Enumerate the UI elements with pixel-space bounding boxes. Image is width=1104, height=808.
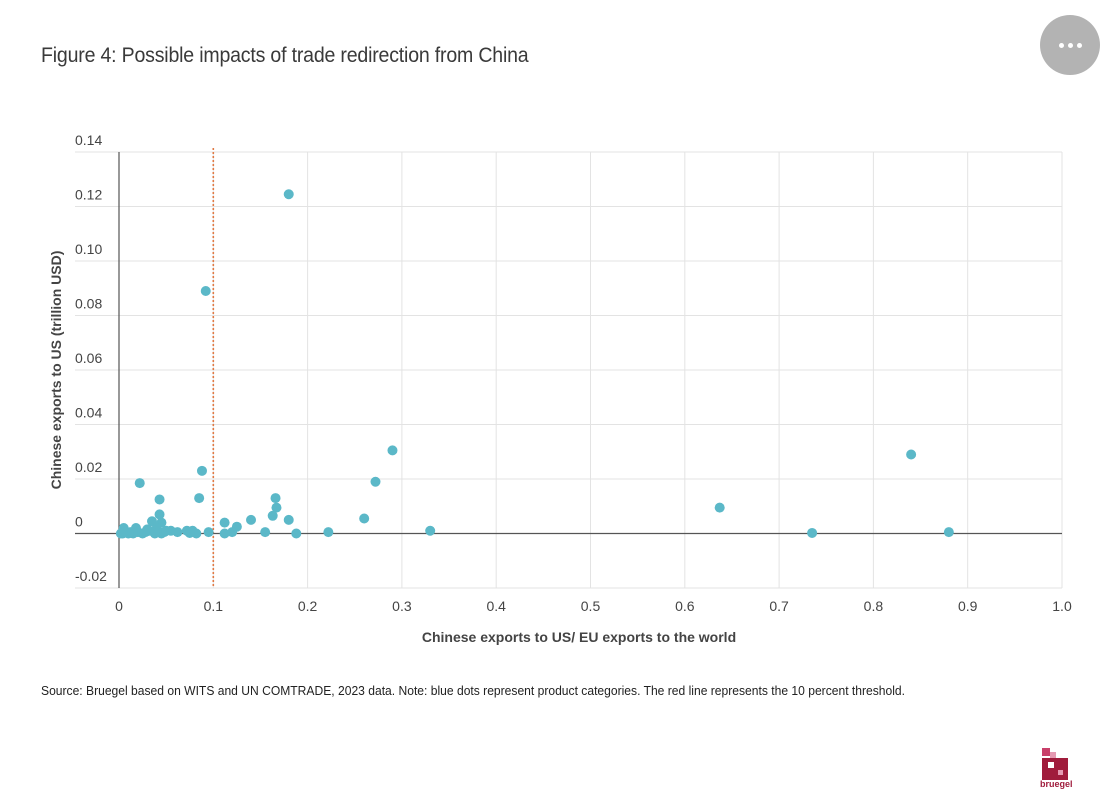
data-point <box>271 502 282 513</box>
data-point <box>115 528 126 539</box>
data-point <box>359 513 370 524</box>
data-point <box>154 509 165 520</box>
axes: 0 0.1 0.2 0.3 0.4 0.5 0.6 0.7 0.8 0.9 1.0 -0.02 0 0.0… <box>75 132 1072 614</box>
data-point <box>270 493 281 504</box>
bruegel-logo <box>1042 748 1068 780</box>
x-tick-label: 0 <box>115 598 123 614</box>
x-tick-label: 0.6 <box>675 598 695 614</box>
data-point <box>714 502 725 513</box>
x-tick-label: 0.7 <box>769 598 789 614</box>
data-point <box>184 527 195 538</box>
data-point <box>323 527 334 538</box>
x-tick-label: 0.9 <box>958 598 978 614</box>
x-tick-label: 0.3 <box>392 598 412 614</box>
y-tick-label: 0.06 <box>75 350 102 366</box>
data-point <box>154 494 165 505</box>
more-options-button[interactable] <box>1040 15 1100 75</box>
data-point <box>200 285 211 296</box>
x-tick-label: 1.0 <box>1052 598 1072 614</box>
x-tick-label: 0.5 <box>581 598 601 614</box>
y-tick-label: 0.02 <box>75 459 102 475</box>
grid <box>75 151 1063 589</box>
data-point <box>370 476 381 487</box>
more-horizontal-icon <box>1058 42 1064 48</box>
data-point <box>134 478 145 489</box>
x-tick-label: 0.8 <box>864 598 884 614</box>
y-tick-label: 0.04 <box>75 405 102 421</box>
data-point <box>172 527 183 538</box>
y-axis-label: Chinese exports to US (trillion USD) <box>48 251 64 490</box>
data-point <box>807 527 818 538</box>
data-point <box>219 528 230 539</box>
source-note: Source: Bruegel based on WITS and UN COM… <box>41 683 906 698</box>
data-point <box>196 465 207 476</box>
y-tick-label: 0.12 <box>75 187 102 203</box>
data-point <box>194 493 205 504</box>
data-points <box>115 189 954 539</box>
data-point <box>144 525 155 536</box>
x-tick-label: 0.4 <box>486 598 506 614</box>
data-point <box>246 514 257 525</box>
data-point <box>260 527 271 538</box>
data-point <box>943 527 954 538</box>
x-axis-label: Chinese exports to US/ EU exports to the… <box>422 629 736 645</box>
y-tick-label: -0.02 <box>75 568 107 584</box>
y-tick-label: 0.10 <box>75 241 102 257</box>
data-point <box>387 445 398 456</box>
data-point <box>203 527 214 538</box>
data-point <box>283 189 294 200</box>
x-tick-label: 0.1 <box>204 598 224 614</box>
data-point <box>906 449 917 460</box>
data-point <box>283 514 294 525</box>
scatter-chart: 0 0.1 0.2 0.3 0.4 0.5 0.6 0.7 0.8 0.9 1.0 -0.02 0 0.0… <box>48 132 1072 645</box>
axis-labels: Chinese exports to US/ EU exports to the… <box>48 251 736 645</box>
data-point <box>425 525 436 536</box>
data-point <box>267 510 278 521</box>
data-point <box>227 527 238 538</box>
y-tick-label: 0.14 <box>75 132 102 148</box>
data-point <box>219 517 230 528</box>
logo-text: bruegel <box>1040 779 1073 789</box>
data-point <box>291 528 302 539</box>
y-tick-label: 0 <box>75 514 83 530</box>
x-tick-label: 0.2 <box>298 598 318 614</box>
data-point <box>161 525 172 536</box>
figure-title: Figure 4: Possible impacts of trade redi… <box>41 44 529 67</box>
y-tick-label: 0.08 <box>75 296 102 312</box>
